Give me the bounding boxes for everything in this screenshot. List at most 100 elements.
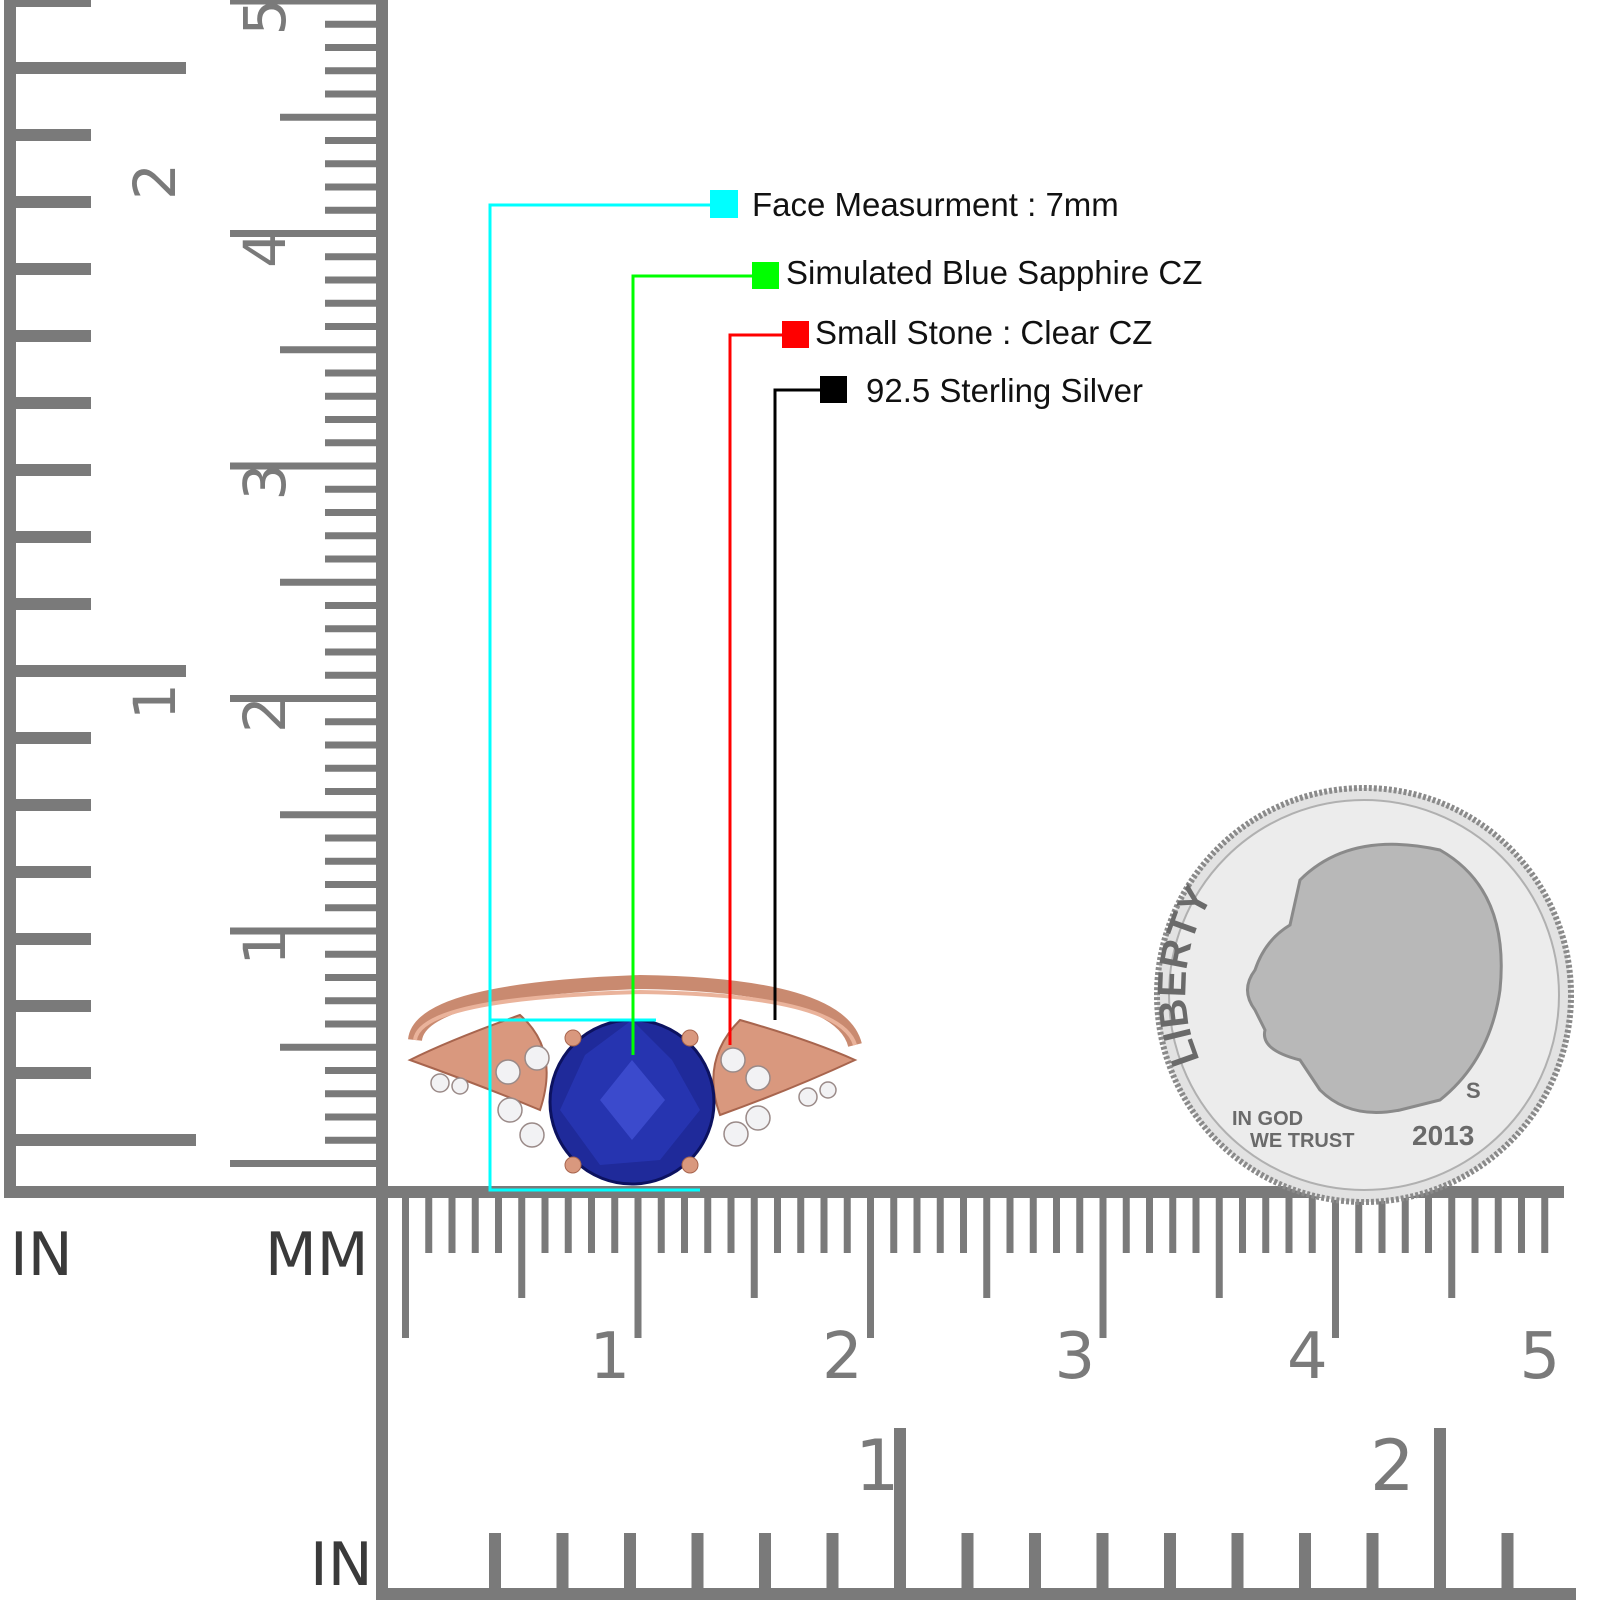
vertical-mm-tick	[325, 206, 380, 214]
callout-markers	[710, 190, 847, 403]
vertical-inch-number: 2	[121, 163, 189, 200]
vertical-mm-tick	[325, 602, 380, 609]
vertical-mm-tick	[325, 299, 380, 307]
vertical-mm-tick	[325, 1067, 380, 1074]
vertical-inch-tick	[16, 263, 91, 275]
vertical-inch-tick	[16, 129, 91, 141]
bottom-mm-tick	[750, 1198, 758, 1298]
vertical-mm-tick	[280, 113, 380, 121]
bottom-mm-tick	[1029, 1198, 1037, 1253]
bottom-inch-tick	[1434, 1428, 1446, 1588]
bottom-mm-tick	[611, 1198, 619, 1253]
vertical-mm-tick	[230, 695, 380, 702]
bottom-mm-number: 2	[822, 1320, 863, 1394]
vertical-inch-tick	[16, 598, 91, 610]
vertical-mm-tick	[325, 881, 380, 888]
bottom-mm-tick	[495, 1198, 502, 1253]
vertical-mm-tick	[325, 323, 380, 330]
vertical-inch-number: 1	[121, 683, 189, 720]
bottom-mm-tick	[1518, 1198, 1525, 1253]
bottom-inch-tick	[1164, 1533, 1176, 1588]
marker-face	[710, 190, 738, 218]
bottom-inch-tick	[1096, 1533, 1109, 1588]
vertical-mm-tick	[325, 1090, 380, 1098]
callout-line-small-stone	[728, 333, 786, 1045]
callout-line-metal	[773, 388, 822, 1020]
bottom-inch-tick	[624, 1533, 636, 1588]
vertical-mm-tick	[325, 974, 380, 981]
vertical-mm-tick	[325, 67, 380, 75]
bottom-mm-tick	[1146, 1198, 1153, 1253]
bottom-inch-tick	[489, 1533, 501, 1588]
bottom-mm-tick	[1099, 1198, 1107, 1338]
vertical-mm-tick	[325, 625, 380, 633]
bottom-mm-tick	[983, 1198, 991, 1298]
vertical-mm-tick	[325, 1113, 380, 1121]
vertical-mm-tick	[325, 439, 380, 447]
bottom-mm-tick	[1122, 1198, 1130, 1253]
vertical-mm-tick	[325, 137, 380, 144]
vertical-inch-tick	[16, 665, 186, 677]
callout-lines	[488, 203, 822, 1192]
vertical-mm-tick	[325, 509, 380, 516]
vertical-mm-tick	[280, 578, 380, 586]
vertical-mm-tick	[325, 416, 380, 423]
callout-label-metal: 92.5 Sterling Silver	[866, 372, 1143, 409]
bottom-mm-tick	[681, 1198, 688, 1253]
vertical-ruler-divider	[376, 0, 388, 1600]
marker-center-stone	[752, 262, 779, 289]
coin-mint: S	[1466, 1078, 1481, 1103]
bottom-mm-tick	[1448, 1198, 1456, 1298]
vertical-mm-tick	[325, 671, 380, 679]
bottom-mm-tick	[588, 1198, 595, 1253]
bottom-mm-tick	[1076, 1198, 1084, 1253]
vertical-mm-tick	[325, 950, 380, 958]
vertical-inch-tick	[16, 397, 91, 409]
bottom-mm-tick	[936, 1198, 944, 1253]
bottom-mm-tick	[1262, 1198, 1270, 1253]
vertical-mm-tick	[230, 230, 380, 237]
bottom-mm-tick	[1053, 1198, 1060, 1253]
bottom-mm-tick	[1471, 1198, 1479, 1253]
bottom-mm-tick	[797, 1198, 805, 1253]
vertical-mm-tick	[325, 485, 380, 493]
vertical-mm-tick	[325, 160, 380, 168]
vertical-mm-tick	[325, 741, 380, 749]
vertical-inch-tick	[16, 531, 91, 543]
bottom-mm-tick	[1006, 1198, 1014, 1253]
bottom-mm-tick	[518, 1198, 526, 1298]
vertical-mm-tick	[230, 462, 380, 470]
vertical-inch-tick	[16, 464, 91, 476]
bottom-mm-tick	[913, 1198, 921, 1253]
vertical-mm-number: 2	[231, 696, 299, 733]
marker-metal	[820, 376, 847, 403]
bottom-mm-tick	[1425, 1198, 1432, 1253]
bottom-inch-tick	[759, 1533, 771, 1588]
vertical-mm-tick	[230, 927, 380, 935]
bottom-mm-tick	[657, 1198, 665, 1253]
bottom-mm-tick	[1192, 1198, 1200, 1253]
bottom-mm-tick	[402, 1198, 409, 1338]
vertical-ruler-edge	[4, 0, 16, 1196]
vertical-inch-tick	[16, 933, 91, 945]
bottom-mm-number: 4	[1287, 1320, 1328, 1394]
vertical-mm-tick	[325, 834, 380, 842]
bottom-inch-tick	[1366, 1533, 1379, 1588]
bottom-mm-tick	[1541, 1198, 1549, 1253]
vertical-mm-tick	[325, 555, 380, 563]
bottom-mm-tick	[1332, 1198, 1339, 1338]
vertical-inch-tick	[16, 196, 91, 208]
bottom-inch-tick	[1029, 1533, 1041, 1588]
vertical-mm-number: 5	[231, 0, 299, 36]
vertical-mm-tick	[280, 1043, 380, 1051]
bottom-mm-number: 3	[1055, 1320, 1096, 1394]
vertical-mm-number: 4	[231, 231, 299, 268]
bottom-inch-tick	[556, 1533, 569, 1588]
ruler-corner-bar	[4, 1186, 1564, 1198]
vertical-mm-tick	[325, 276, 380, 284]
vertical-mm-number: 3	[231, 464, 299, 501]
callout-label-center-stone: Simulated Blue Sapphire CZ	[786, 254, 1203, 291]
marker-small-stone	[782, 321, 809, 348]
bottom-mm-tick	[1308, 1198, 1316, 1253]
bottom-mm-tick	[727, 1198, 735, 1253]
